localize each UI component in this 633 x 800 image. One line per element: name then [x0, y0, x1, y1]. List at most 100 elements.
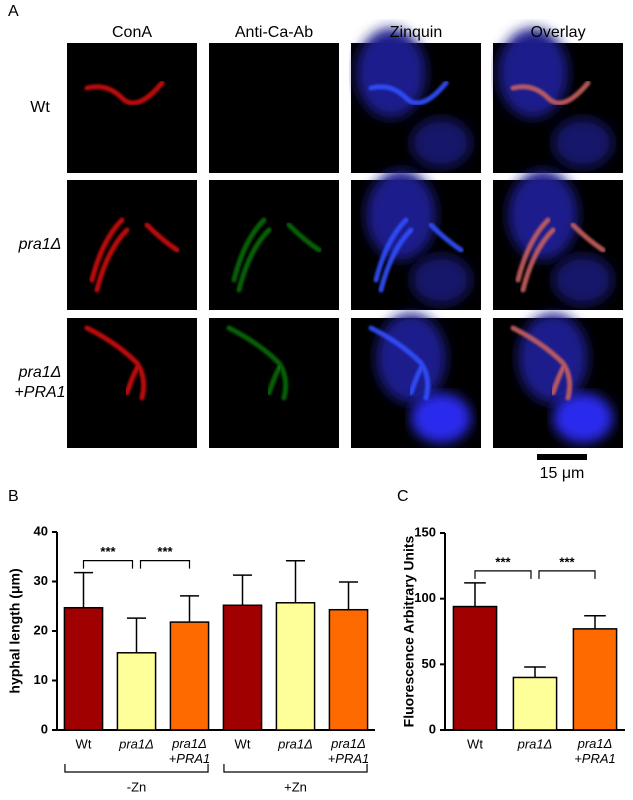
- significance-bracket: [82, 559, 134, 569]
- micrograph-content: [226, 325, 289, 401]
- hypha: [510, 325, 573, 401]
- group-bracket: [223, 764, 368, 773]
- micrograph-content: [508, 170, 613, 305]
- hypha: [226, 325, 289, 401]
- hypha: [231, 217, 267, 283]
- nucleus: [498, 28, 568, 118]
- x-tick-label: pra1Δ: [118, 736, 154, 751]
- hypha: [570, 222, 606, 253]
- panel-label: B: [8, 488, 19, 505]
- scale-bar: [537, 454, 587, 460]
- y-tick-label: 100: [414, 590, 436, 605]
- y-tick-label: 0: [429, 721, 436, 736]
- row-label: Wt: [30, 99, 50, 116]
- micrograph-content: [231, 217, 322, 293]
- nucleus: [366, 170, 436, 260]
- hypha: [368, 80, 449, 106]
- row-label: pra1Δ: [18, 236, 62, 253]
- nucleus: [508, 170, 578, 260]
- micrograph-content: [84, 325, 147, 401]
- y-axis-label: Fluorescence Arbitrary Units: [401, 535, 417, 727]
- nucleus: [553, 255, 613, 305]
- bar: [512, 676, 558, 731]
- group-label: -Zn: [127, 779, 147, 794]
- micrograph-content: [498, 28, 613, 168]
- y-tick-label: 30: [34, 573, 48, 588]
- bar: [222, 604, 263, 731]
- hypha: [124, 365, 140, 396]
- y-tick-label: 0: [41, 721, 48, 736]
- hypha: [286, 222, 322, 253]
- nucleus: [411, 393, 471, 443]
- hypha: [520, 227, 556, 293]
- hypha: [428, 222, 464, 253]
- y-tick-label: 150: [414, 524, 436, 539]
- nucleus: [553, 118, 613, 168]
- column-label: ConA: [112, 24, 152, 41]
- x-tick-label: pra1Δ +PRA1: [574, 736, 616, 766]
- panel-label: C: [397, 488, 409, 505]
- hypha: [515, 217, 551, 283]
- hypha: [89, 217, 125, 283]
- micrograph-content: [89, 217, 180, 293]
- micrograph-content: [84, 80, 165, 106]
- nucleus: [411, 255, 471, 305]
- column-label: Overlay: [530, 24, 585, 41]
- bar: [328, 608, 369, 731]
- micrograph-content: [368, 313, 471, 443]
- micrograph-content: [356, 28, 471, 168]
- group-bracket: [64, 764, 209, 773]
- group-label: +Zn: [284, 779, 307, 794]
- y-axis-label: hyphal length (μm): [7, 568, 23, 693]
- hypha: [94, 227, 130, 293]
- column-label: Anti-Ca-Ab: [235, 24, 313, 41]
- y-tick-label: 10: [34, 672, 48, 687]
- bar: [572, 628, 618, 731]
- x-tick-label: Wt: [467, 736, 483, 751]
- significance-label: ***: [100, 544, 116, 559]
- column-label: Zinquin: [390, 24, 442, 41]
- significance-bracket: [139, 559, 191, 569]
- x-tick-label: pra1Δ: [277, 736, 313, 751]
- nucleus: [356, 28, 426, 118]
- hypha: [84, 80, 165, 106]
- micrograph: [209, 43, 339, 173]
- significance-label: ***: [495, 554, 511, 569]
- significance-label: ***: [559, 554, 575, 569]
- hypha: [378, 227, 414, 293]
- micrographs: [67, 28, 623, 448]
- hypha: [84, 325, 147, 401]
- hypha: [144, 222, 180, 253]
- x-tick-label: pra1Δ +PRA1: [328, 736, 370, 766]
- x-tick-label: Wt: [76, 736, 92, 751]
- micrograph: [209, 180, 339, 310]
- hypha: [510, 80, 591, 106]
- hypha: [236, 227, 272, 293]
- significance-label: ***: [157, 544, 173, 559]
- significance-bracket: [538, 570, 596, 579]
- scale-bar-label: 15 μm: [540, 465, 585, 482]
- y-tick-label: 40: [34, 523, 48, 538]
- micrograph-content: [510, 313, 613, 443]
- y-tick-label: 50: [422, 656, 436, 671]
- nucleus: [553, 393, 613, 443]
- micrograph: [67, 43, 197, 173]
- y-tick-label: 20: [34, 622, 48, 637]
- x-tick-label: pra1Δ: [517, 736, 553, 751]
- micrograph-content: [366, 170, 471, 305]
- x-tick-label: Wt: [235, 736, 251, 751]
- significance-bracket: [474, 570, 532, 579]
- hypha: [408, 365, 424, 396]
- panel-label: A: [8, 3, 19, 20]
- row-label: pra1Δ: [18, 364, 62, 381]
- bar: [63, 606, 104, 731]
- nucleus: [411, 118, 471, 168]
- hypha: [368, 325, 431, 401]
- bar: [452, 605, 498, 731]
- hypha: [373, 217, 409, 283]
- x-tick-label: pra1Δ +PRA1: [169, 736, 211, 766]
- row-label: +PRA1: [14, 384, 65, 401]
- bar: [169, 621, 210, 731]
- hypha: [550, 365, 566, 396]
